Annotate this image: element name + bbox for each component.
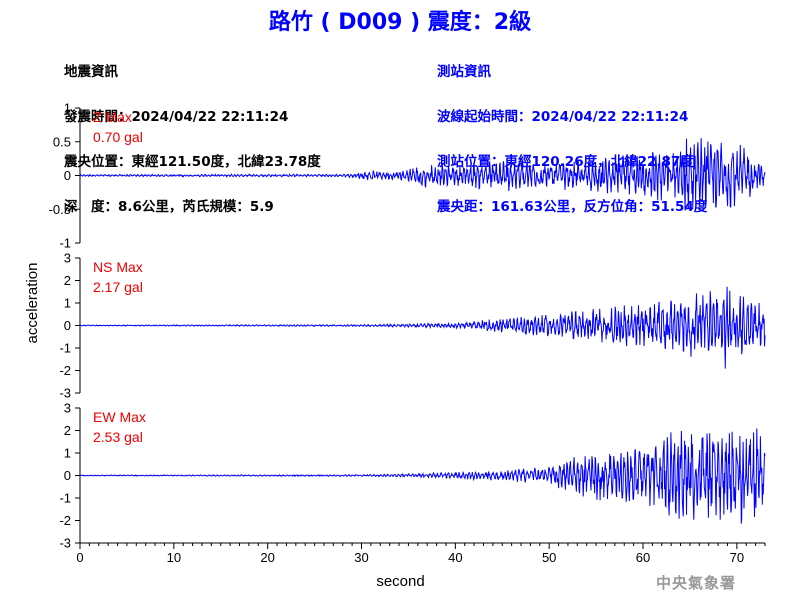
epicentral-distance: 震央距：161.63公里，反方位角：51.54度: [437, 199, 708, 215]
max-label-ew: EW Max: [93, 409, 146, 425]
y-tick-label: -1: [59, 491, 71, 506]
y-tick-label: 0: [64, 168, 71, 183]
max-value-ns: 2.17 gal: [93, 279, 143, 295]
earthquake-info-heading: 地震資訊: [64, 64, 118, 80]
x-tick-label: 30: [354, 550, 368, 565]
max-label-ns: NS Max: [93, 259, 143, 275]
y-tick-label: 1: [64, 101, 71, 116]
x-tick-label: 60: [636, 550, 650, 565]
y-tick-label: 0: [64, 318, 71, 333]
depth-magnitude: 深 度：8.6公里，芮氏規模：5.9: [64, 199, 274, 215]
y-tick-label: -2: [59, 363, 71, 378]
y-tick-label: 3: [64, 251, 71, 266]
page-title: 路竹 ( D009 ) 震度：2級: [268, 10, 532, 35]
y-tick-label: -1: [59, 341, 71, 356]
max-label-z: Z Max: [93, 109, 132, 125]
y-tick-label: 0.5: [53, 134, 71, 149]
x-tick-label: 10: [167, 550, 181, 565]
x-tick-label: 40: [448, 550, 462, 565]
y-tick-label: -1: [59, 236, 71, 251]
x-axis-label: second: [376, 573, 424, 590]
y-tick-label: 3: [64, 401, 71, 416]
y-tick-label: -3: [59, 386, 71, 401]
epicenter-location: 震央位置：東經121.50度，北緯23.78度: [64, 154, 321, 170]
x-tick-label: 50: [542, 550, 556, 565]
station-location: 測站位置：東經120.26度，北緯22.87度: [437, 154, 694, 170]
y-tick-label: 1: [64, 446, 71, 461]
y-tick-label: 2: [64, 423, 71, 438]
y-tick-label: 0: [64, 468, 71, 483]
y-tick-label: -0.5: [49, 202, 71, 217]
waveform-start-time: 波線起始時間：2024/04/22 22:11:24: [437, 109, 689, 125]
waveform-trace-ew: [79, 428, 766, 524]
waveform-trace-ns: [79, 286, 766, 369]
x-tick-label: 70: [730, 550, 744, 565]
station-info: 測站資訊 波線起始時間：2024/04/22 22:11:24 測站位置：東經1…: [437, 35, 707, 230]
x-tick-label: 20: [260, 550, 274, 565]
y-tick-label: -3: [59, 536, 71, 551]
y-axis-label: acceleration: [24, 263, 41, 344]
x-tick-label: 0: [76, 550, 83, 565]
y-tick-label: -2: [59, 513, 71, 528]
station-info-heading: 測站資訊: [437, 64, 491, 80]
max-value-ew: 2.53 gal: [93, 429, 143, 445]
y-tick-label: 2: [64, 273, 71, 288]
agency-watermark: 中央氣象署: [656, 574, 737, 592]
y-tick-label: 1: [64, 296, 71, 311]
waveform-trace-z: [79, 138, 766, 211]
origin-time: 發震時間：2024/04/22 22:11:24: [64, 109, 289, 125]
max-value-z: 0.70 gal: [93, 129, 143, 145]
earthquake-info: 地震資訊 發震時間：2024/04/22 22:11:24 震央位置：東經121…: [64, 35, 321, 230]
